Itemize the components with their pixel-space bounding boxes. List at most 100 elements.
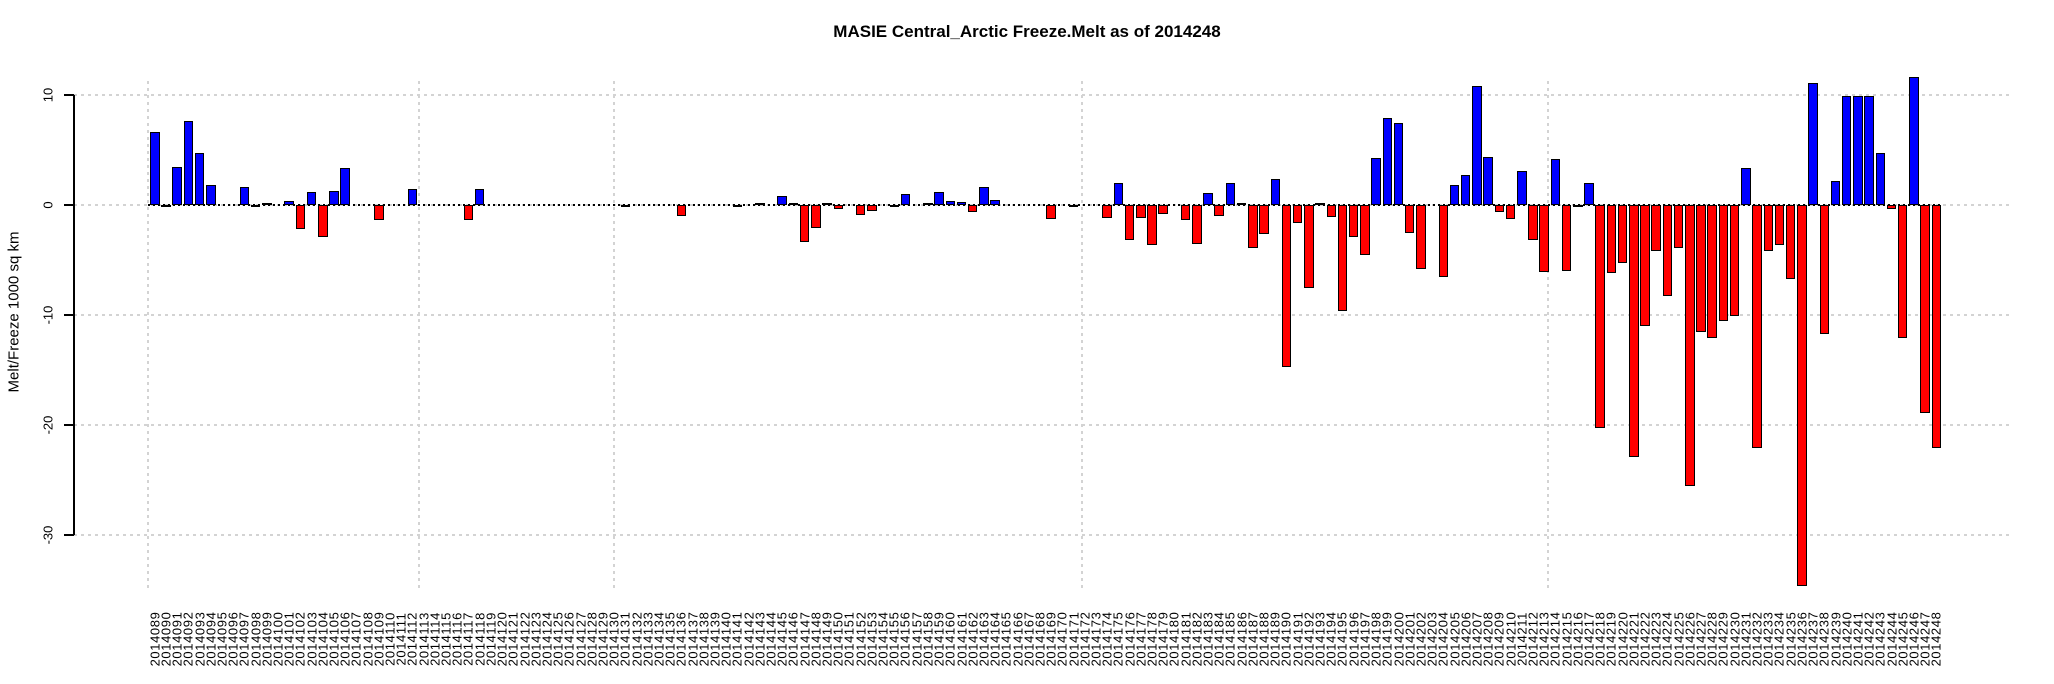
bar-2014214 [1550,158,1561,205]
bar-2014099 [262,203,272,205]
bar-2014198 [1371,157,1381,205]
bar-2014235 [1785,205,1796,279]
bar-2014196 [1348,205,1359,237]
y-axis-title: Melt/Freeze 1000 sq km [5,231,23,393]
bar-2014239 [1830,180,1841,205]
bar-2014169 [1046,205,1056,220]
bar-2014104 [318,205,328,237]
h-gridline [74,534,2012,536]
zero-baseline [148,204,1941,206]
h-gridline [74,94,2012,96]
bar-2014240 [1841,96,1852,205]
bar-2014155 [889,205,900,207]
h-gridline [74,424,2012,426]
bar-2014221 [1629,205,1639,457]
bar-2014102 [295,205,306,230]
h-gridline [74,314,2012,316]
bar-2014207 [1472,86,1482,205]
bar-2014202 [1416,205,1426,269]
bar-2014218 [1595,205,1605,429]
bar-2014217 [1584,183,1594,205]
bar-2014210 [1505,205,1516,220]
bar-2014101 [284,200,294,205]
bar-2014204 [1438,205,1449,277]
bar-2014205 [1449,185,1460,205]
bar-2014106 [340,167,350,205]
bar-2014163 [979,187,989,205]
bar-2014193 [1315,202,1325,205]
bar-2014242 [1864,96,1874,205]
bar-2014117 [463,205,474,221]
bar-2014241 [1853,96,1863,205]
bar-2014091 [172,166,182,205]
bar-2014238 [1819,205,1830,334]
bar-2014105 [329,190,339,205]
bar-2014245 [1897,205,1908,339]
bar-2014246 [1909,77,1919,205]
bar-2014158 [923,203,933,205]
v-gridline [1081,80,1083,588]
bar-2014160 [945,200,956,205]
y-tick [64,314,74,316]
bar-2014159 [934,191,944,205]
bar-2014197 [1360,205,1370,255]
bar-2014226 [1685,205,1695,486]
bar-2014141 [732,205,743,208]
bar-2014171 [1068,205,1079,208]
bar-2014247 [1920,205,1930,413]
bar-2014219 [1606,205,1617,274]
bar-2014237 [1808,82,1818,205]
bar-2014174 [1102,205,1112,219]
bar-2014092 [183,121,194,205]
bar-2014146 [788,203,799,205]
bar-2014206 [1460,175,1471,205]
v-gridline [147,80,149,588]
bar-2014136 [676,205,687,216]
bar-2014185 [1225,183,1236,205]
bar-2014233 [1763,205,1774,252]
bar-2014194 [1326,205,1337,218]
bar-2014181 [1180,205,1191,221]
y-tick-label: 0 [40,201,56,209]
bar-2014220 [1617,205,1628,264]
bar-2014216 [1573,205,1583,208]
bar-2014228 [1707,205,1717,339]
bar-2014145 [777,196,787,205]
bar-2014156 [900,194,911,205]
bar-2014215 [1561,205,1572,271]
bar-2014164 [990,199,1000,205]
bar-2014209 [1494,205,1505,212]
bar-2014143 [755,203,765,205]
bar-2014189 [1270,178,1280,205]
bar-2014179 [1158,205,1168,214]
bar-2014191 [1292,205,1303,223]
bar-2014195 [1337,205,1348,311]
bar-2014243 [1875,153,1886,205]
bar-2014178 [1147,205,1157,245]
bar-2014186 [1236,202,1247,205]
bar-2014090 [161,205,171,208]
bar-2014192 [1304,205,1314,288]
bar-2014177 [1136,205,1146,219]
bar-2014225 [1673,205,1684,248]
bar-2014153 [867,205,877,211]
bar-2014103 [306,191,317,205]
bar-2014094 [206,185,216,205]
bar-2014234 [1774,205,1785,245]
chart-title: MASIE Central_Arctic Freeze.Melt as of 2… [833,22,1221,41]
bar-2014147 [799,205,810,243]
bar-2014093 [194,153,205,205]
bar-2014184 [1214,205,1224,216]
bar-2014229 [1718,205,1729,321]
bar-2014097 [239,187,250,205]
bar-2014176 [1124,205,1135,241]
bar-2014183 [1203,192,1213,205]
bar-2014190 [1281,205,1292,367]
bar-2014089 [150,132,160,205]
bar-2014236 [1797,205,1807,586]
bar-2014211 [1517,170,1527,205]
bar-2014223 [1651,205,1661,252]
bar-2014175 [1113,183,1124,205]
y-tick [64,424,74,426]
